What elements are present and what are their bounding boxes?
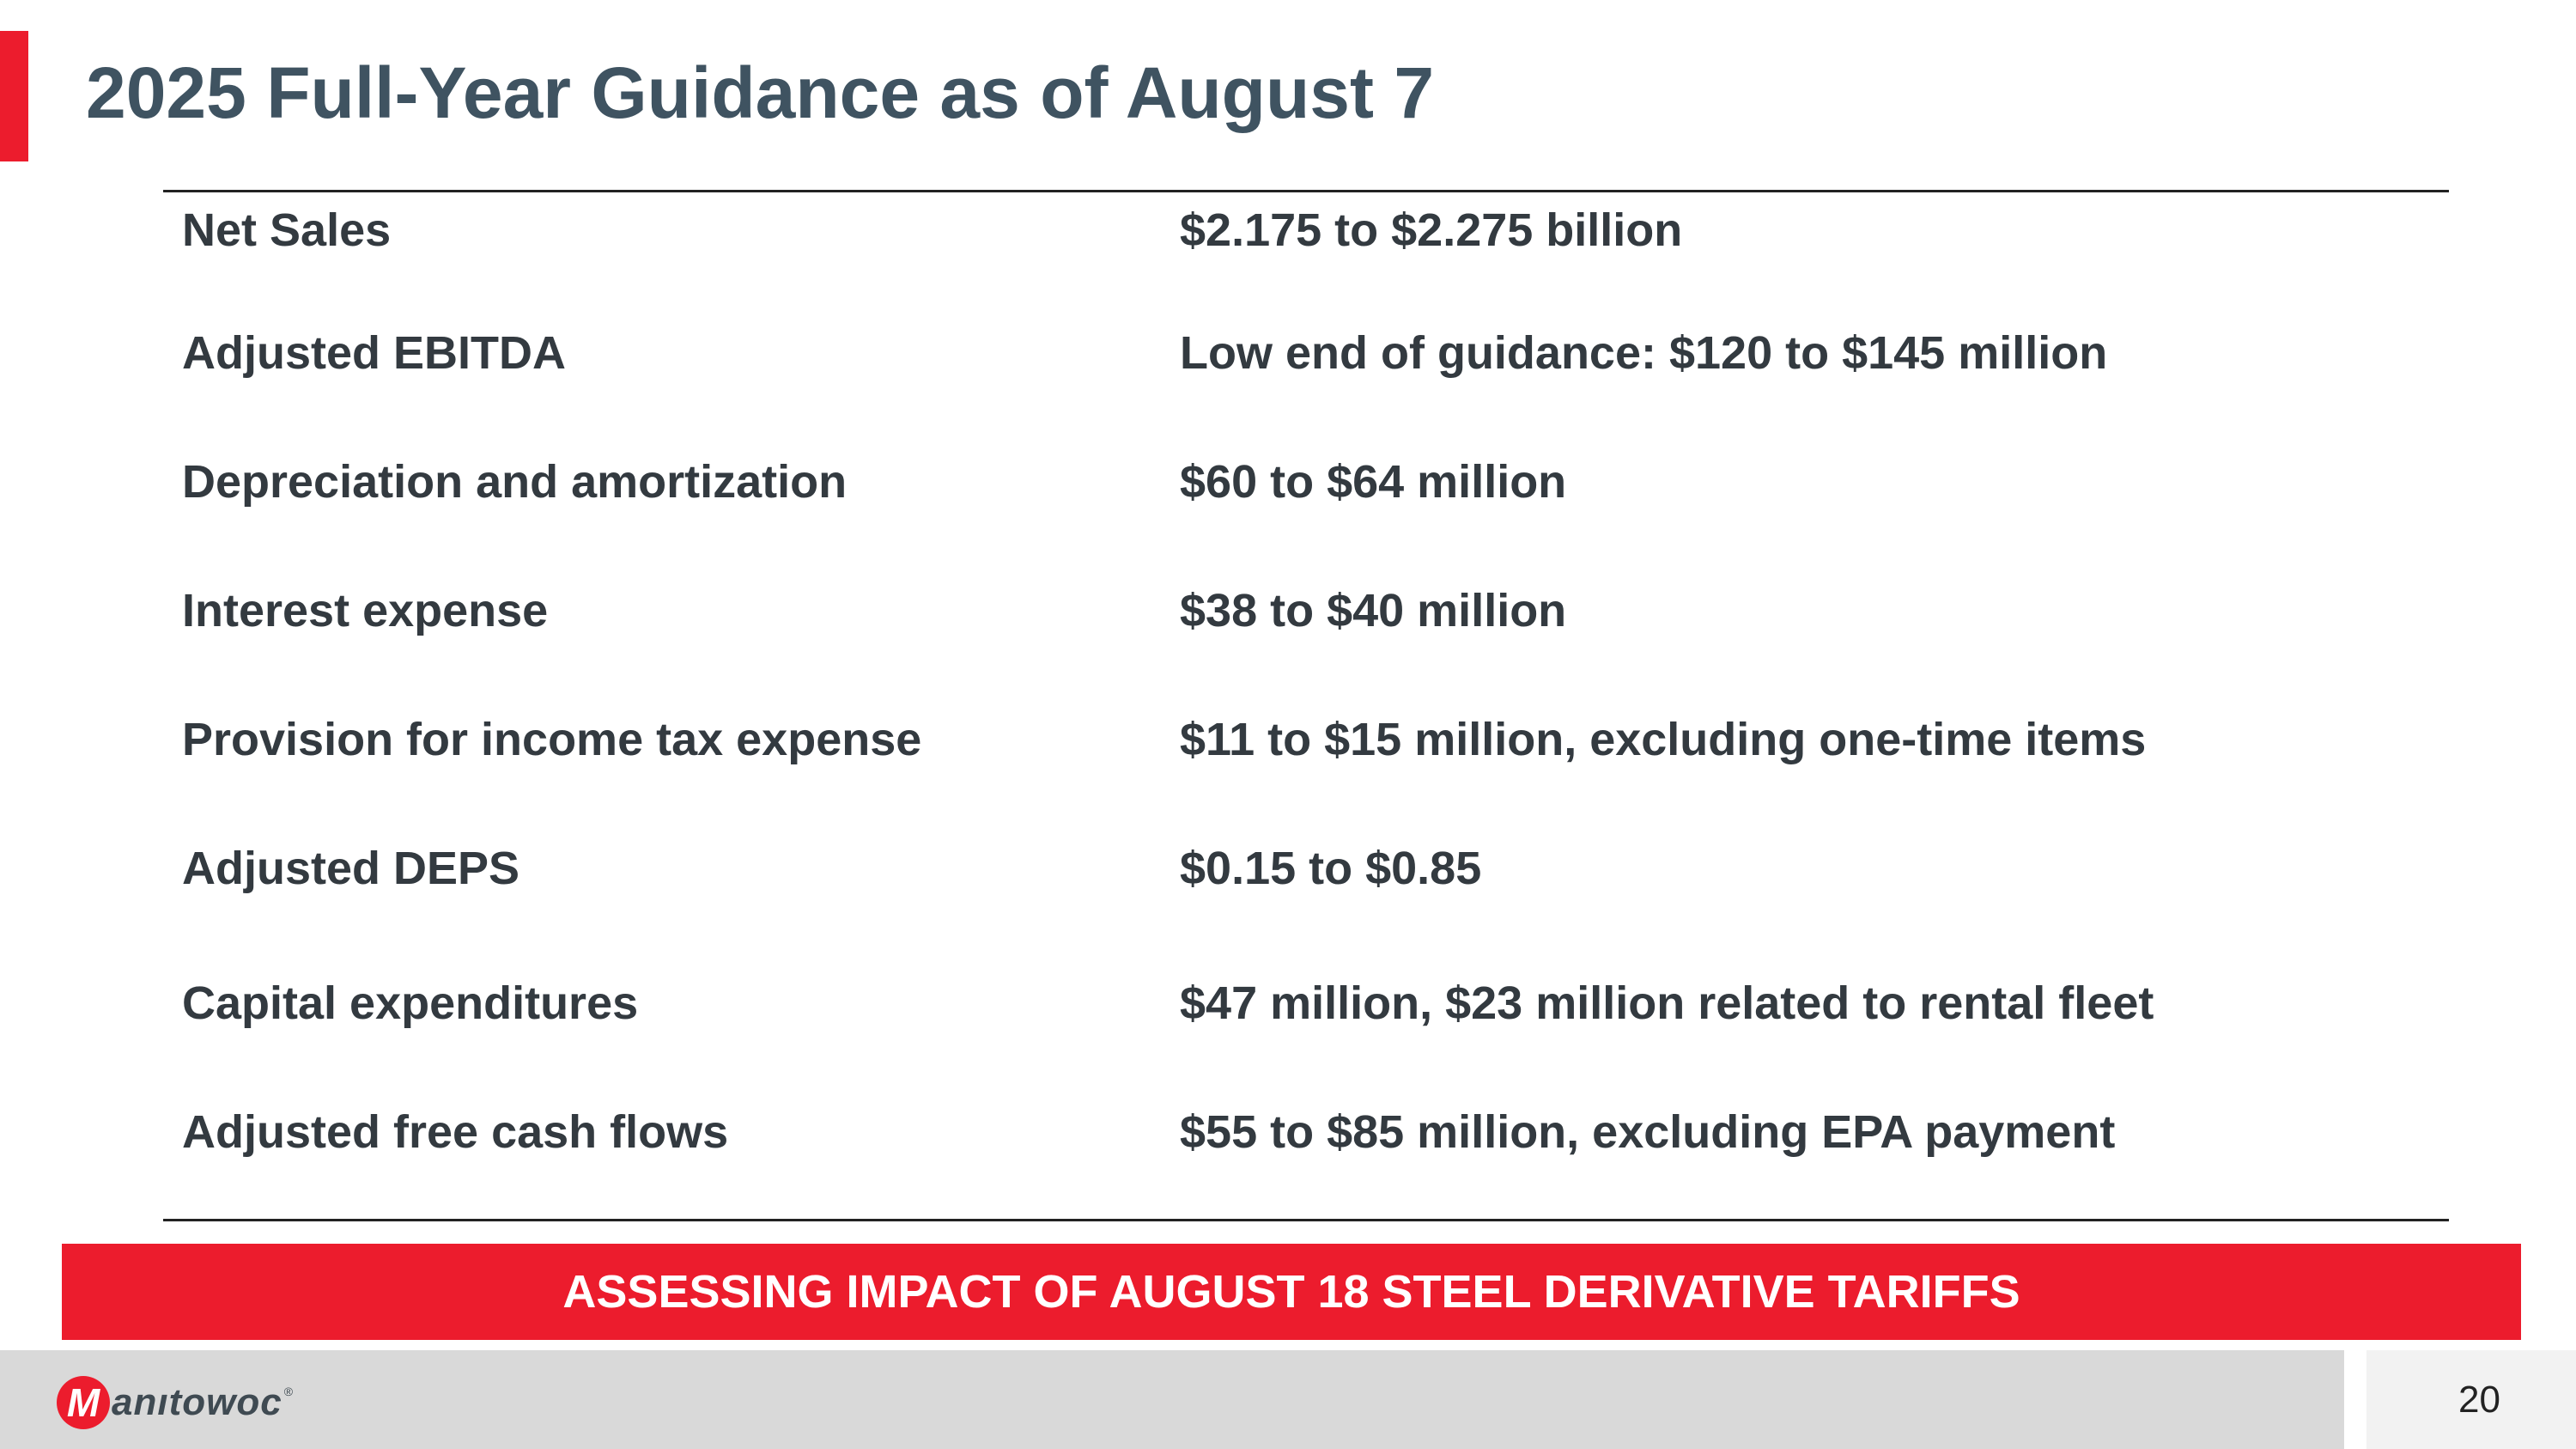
guidance-value: Low end of guidance: $120 to $145 millio… [1180,327,2108,379]
guidance-label: Net Sales [182,204,392,256]
guidance-value: $38 to $40 million [1180,585,1567,636]
guidance-value: $60 to $64 million [1180,456,1567,508]
guidance-value: $2.175 to $2.275 billion [1180,204,1683,256]
guidance-label: Depreciation and amortization [182,456,848,508]
title-accent-bar [0,31,28,161]
guidance-value: $55 to $85 million, excluding EPA paymen… [1180,1106,2116,1158]
guidance-row-adjusted-ebitda: Adjusted EBITDA Low end of guidance: $12… [163,327,2449,379]
guidance-label: Interest expense [182,585,549,636]
guidance-row-income-tax: Provision for income tax expense $11 to … [163,714,2449,765]
guidance-label: Adjusted DEPS [182,843,520,894]
page-title: 2025 Full-Year Guidance as of August 7 [86,52,1435,133]
guidance-row-adjusted-deps: Adjusted DEPS $0.15 to $0.85 [163,843,2449,894]
logo-m-icon: M [57,1376,110,1429]
guidance-row-capital-expenditures: Capital expenditures $47 million, $23 mi… [163,977,2449,1029]
guidance-label: Capital expenditures [182,977,639,1029]
guidance-label: Adjusted EBITDA [182,327,567,379]
table-top-rule [163,190,2449,192]
page-number-box: 20 [2366,1350,2576,1449]
guidance-label: Adjusted free cash flows [182,1106,729,1158]
logo-wordmark: anıtowoc [112,1381,283,1423]
tariff-banner: ASSESSING IMPACT OF AUGUST 18 STEEL DERI… [62,1244,2521,1340]
guidance-label: Provision for income tax expense [182,714,922,765]
guidance-row-interest-expense: Interest expense $38 to $40 million [163,585,2449,636]
guidance-row-depreciation: Depreciation and amortization $60 to $64… [163,456,2449,508]
page-number: 20 [2458,1379,2500,1421]
manitowoc-logo: M anıtowoc ® [57,1373,293,1433]
logo-trademark: ® [283,1385,294,1398]
table-bottom-rule [163,1219,2449,1221]
guidance-row-free-cash-flows: Adjusted free cash flows $55 to $85 mill… [163,1106,2449,1158]
guidance-value: $0.15 to $0.85 [1180,843,1482,894]
guidance-value: $11 to $15 million, excluding one-time i… [1180,714,2147,765]
guidance-value: $47 million, $23 million related to rent… [1180,977,2154,1029]
footer-bar [0,1350,2344,1449]
guidance-row-net-sales: Net Sales $2.175 to $2.275 billion [163,204,2449,256]
